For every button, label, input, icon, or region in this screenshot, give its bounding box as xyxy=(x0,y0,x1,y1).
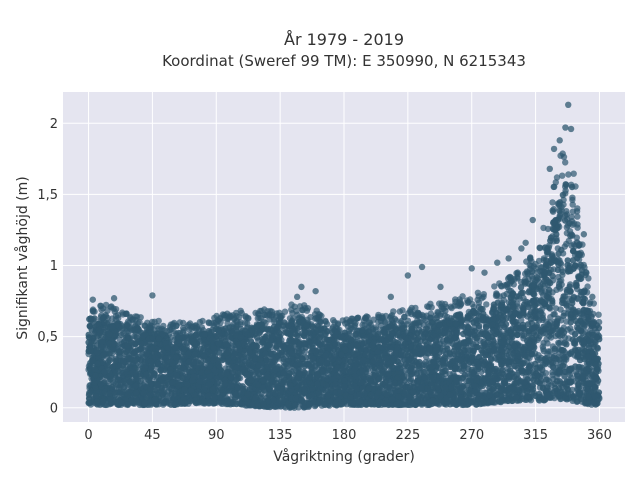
data-point xyxy=(549,199,555,205)
data-point xyxy=(278,389,284,395)
data-point xyxy=(540,315,546,321)
data-point xyxy=(299,307,305,313)
data-point xyxy=(330,317,336,323)
data-point xyxy=(186,322,192,328)
data-point xyxy=(550,209,556,215)
data-point xyxy=(467,296,473,302)
data-point xyxy=(440,306,446,312)
data-point xyxy=(168,390,174,396)
data-point xyxy=(595,312,601,318)
data-point xyxy=(551,184,557,190)
data-point xyxy=(245,315,251,321)
data-point xyxy=(362,315,368,321)
data-point xyxy=(382,318,388,324)
data-point xyxy=(527,255,533,261)
data-point xyxy=(536,391,542,397)
data-point xyxy=(177,319,183,325)
data-point xyxy=(239,310,245,316)
data-point xyxy=(532,261,538,267)
data-point xyxy=(454,302,460,308)
data-point xyxy=(574,205,580,211)
data-point xyxy=(562,159,568,165)
data-point xyxy=(596,336,602,342)
data-point xyxy=(448,304,454,310)
data-point xyxy=(97,303,103,309)
data-point xyxy=(91,308,97,314)
data-point xyxy=(213,313,219,319)
data-point xyxy=(221,312,227,318)
data-point xyxy=(543,336,549,342)
data-point xyxy=(281,363,287,369)
data-point xyxy=(227,312,233,318)
data-point xyxy=(288,307,294,313)
data-point xyxy=(565,171,571,177)
data-point xyxy=(556,340,562,346)
data-point xyxy=(537,245,543,251)
data-point xyxy=(569,184,575,190)
data-point xyxy=(401,314,407,320)
data-point xyxy=(211,320,217,326)
data-point xyxy=(574,213,580,219)
data-point xyxy=(490,328,496,334)
data-point xyxy=(522,271,528,277)
data-point xyxy=(269,313,275,319)
data-point xyxy=(127,314,133,320)
data-point xyxy=(355,315,361,321)
data-point xyxy=(255,315,261,321)
data-point xyxy=(375,312,381,318)
data-point xyxy=(560,150,566,156)
data-point xyxy=(559,173,565,179)
data-point xyxy=(112,308,118,314)
data-point xyxy=(390,308,396,314)
data-point xyxy=(563,301,569,307)
data-point xyxy=(498,283,504,289)
data-point xyxy=(312,316,318,322)
data-point xyxy=(556,356,562,362)
data-point xyxy=(515,271,521,277)
data-point xyxy=(569,300,575,306)
data-point xyxy=(497,293,503,299)
data-point xyxy=(587,299,593,305)
data-point xyxy=(413,311,419,317)
data-point xyxy=(568,214,574,220)
data-point xyxy=(194,325,200,331)
data-point xyxy=(261,312,267,318)
data-point xyxy=(317,342,323,348)
data-point xyxy=(345,323,351,329)
data-point xyxy=(585,275,591,281)
data-point xyxy=(507,280,513,286)
data-point xyxy=(557,306,563,312)
data-point xyxy=(540,346,546,352)
data-point xyxy=(569,197,575,203)
data-point xyxy=(479,295,485,301)
data-point xyxy=(104,308,110,314)
data-point xyxy=(425,304,431,310)
data-point xyxy=(151,319,157,325)
data-point xyxy=(399,307,405,313)
data-point xyxy=(507,274,513,280)
